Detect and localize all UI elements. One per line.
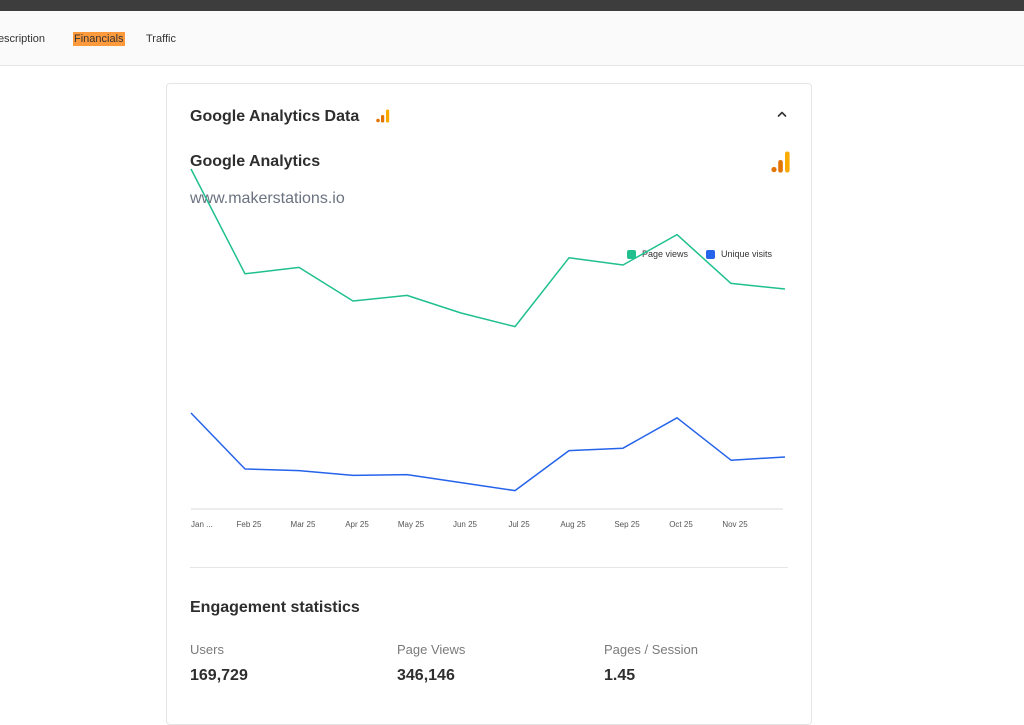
stat-label-users: Users	[190, 642, 224, 657]
data-point-unique-visits[interactable]	[457, 479, 465, 487]
legend-label-unique-visits: Unique visits	[721, 249, 773, 259]
series-line-page-views[interactable]	[190, 168, 786, 328]
x-tick-label: Oct 25	[669, 520, 693, 529]
legend-page-views[interactable]: Page views	[627, 249, 688, 259]
data-point-unique-visits[interactable]	[673, 414, 681, 422]
x-tick-label: Mar 25	[291, 520, 316, 529]
data-point-unique-visits[interactable]	[241, 465, 249, 473]
x-tick-label: Jan ...	[191, 520, 213, 529]
tab-financials[interactable]: Financials	[73, 32, 125, 46]
data-point-page-views[interactable]	[457, 309, 465, 317]
data-point-page-views[interactable]	[241, 270, 249, 278]
series-line-unique-visits[interactable]	[190, 412, 786, 492]
data-point-page-views[interactable]	[619, 261, 627, 269]
legend-swatch-unique-visits	[706, 249, 715, 259]
data-point-unique-visits[interactable]	[187, 409, 195, 417]
stat-value-users: 169,729	[190, 667, 248, 684]
window-top-bar	[0, 0, 1024, 11]
google-analytics-logo-icon	[771, 151, 790, 173]
chevron-up-icon[interactable]	[774, 106, 790, 122]
data-point-page-views[interactable]	[349, 297, 357, 305]
traffic-line-chart: Jan ... Feb 25 Mar 25 Apr 25 May 25 Jun 25 Jul…	[187, 165, 789, 529]
data-point-unique-visits[interactable]	[349, 471, 357, 479]
data-point-unique-visits[interactable]	[295, 467, 303, 475]
data-point-page-views[interactable]	[403, 291, 411, 299]
legend-swatch-page-views	[627, 249, 636, 259]
data-point-unique-visits[interactable]	[619, 444, 627, 452]
tab-bar: Description Financials Traffic	[0, 11, 1024, 66]
x-tick-label: Jun 25	[453, 520, 478, 529]
card-title: Google Analytics Data	[190, 108, 360, 125]
stat-value-page-views: 346,146	[397, 667, 455, 684]
data-point-unique-visits[interactable]	[403, 471, 411, 479]
x-tick-label: May 25	[398, 520, 425, 529]
data-point-page-views[interactable]	[187, 165, 195, 173]
data-point-page-views[interactable]	[673, 231, 681, 239]
legend-label-page-views: Page views	[642, 249, 689, 259]
data-point-page-views[interactable]	[565, 254, 573, 262]
site-url: www.makerstations.io	[190, 190, 345, 207]
data-point-page-views[interactable]	[295, 263, 303, 271]
x-tick-label: Sep 25	[614, 520, 640, 529]
x-tick-label: Jul 25	[508, 520, 530, 529]
tab-description[interactable]: Description	[0, 33, 46, 45]
stat-label-page-views: Page Views	[397, 642, 466, 657]
legend-unique-visits[interactable]: Unique visits	[706, 249, 772, 259]
data-point-page-views[interactable]	[727, 279, 735, 287]
analytics-card: Google Analytics Data Google Analytics w…	[166, 83, 812, 725]
tab-traffic[interactable]: Traffic	[146, 33, 176, 45]
data-point-unique-visits[interactable]	[781, 453, 789, 461]
x-tick-label: Aug 25	[560, 520, 586, 529]
stat-value-pages-per-session: 1.45	[604, 667, 636, 684]
engagement-title: Engagement statistics	[190, 599, 360, 616]
google-analytics-icon	[376, 109, 390, 123]
x-tick-label: Feb 25	[237, 520, 262, 529]
analytics-subtitle: Google Analytics	[190, 153, 321, 170]
x-tick-label: Apr 25	[345, 520, 369, 529]
stat-label-pages-per-session: Pages / Session	[604, 642, 698, 657]
data-point-page-views[interactable]	[781, 285, 789, 293]
data-point-unique-visits[interactable]	[511, 487, 519, 495]
x-tick-label: Nov 25	[722, 520, 748, 529]
data-point-unique-visits[interactable]	[565, 447, 573, 455]
section-divider	[190, 567, 788, 568]
data-point-unique-visits[interactable]	[727, 456, 735, 464]
data-point-page-views[interactable]	[511, 323, 519, 331]
